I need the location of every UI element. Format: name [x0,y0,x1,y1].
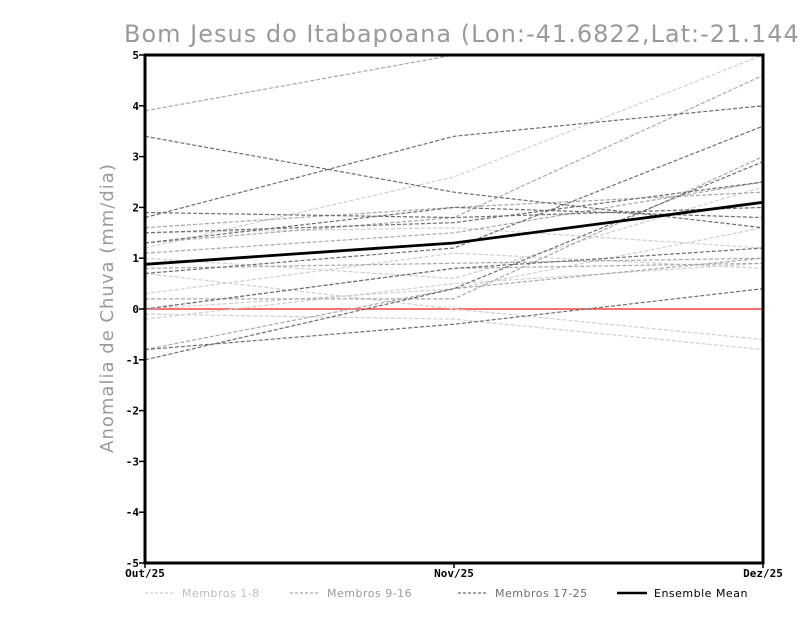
y-tick-label: -1 [126,354,140,367]
series-line-group3-member4 [145,161,763,361]
legend-label: Membros 17-25 [495,587,588,600]
ensemble-mean-polyline [144,200,764,266]
x-tick-label: Dez/25 [743,567,783,580]
series-line-group2-member8 [145,181,763,254]
series-line-group1-member1 [145,55,763,249]
y-tick-label: -5 [126,557,139,570]
y-axis-label: Anomalia de Chuva (mm/dia) [97,163,118,453]
series-line-group3-member7 [145,125,763,275]
series-line-group1-member3 [145,313,763,351]
legend-label: Membros 9-16 [327,587,412,600]
y-tick-label: -2 [126,405,139,418]
y-tick-label: 0 [132,303,139,316]
legend-label: Membros 1-8 [182,587,260,600]
chart-title: Bom Jesus do Itabapoana (Lon:-41.6822,La… [124,20,800,48]
series-line-group2-member7 [145,262,763,310]
series-line-group3-member6 [145,181,763,234]
legend-label: Ensemble Mean [654,587,748,600]
y-tick-label: 3 [132,151,139,164]
series-line-group3-member5 [145,288,763,351]
series-line-group3-member2 [145,105,763,219]
x-tick-label: Out/25 [125,567,165,580]
series-line-group3-member3 [145,206,763,219]
series-line-group1-member2 [145,252,763,295]
series-line-group3-member1 [145,135,763,229]
y-tick-label: 4 [132,100,139,113]
y-tick-label: -3 [126,455,139,468]
y-tick-label: 5 [132,49,139,62]
series-line-group1-member4 [145,227,763,249]
ensemble-mean-line [144,200,764,266]
x-axis-ticks: Out/25 Nov/25 Dez/25 [125,563,783,580]
series-line-group2-member3 [145,257,763,269]
y-tick-label: -4 [126,506,140,519]
series-line-group2-member2 [145,191,763,229]
y-tick-label: 2 [132,201,139,214]
series-line-group2-member4 [145,156,763,300]
series-line-group1-member8 [145,262,763,320]
legend: Membros 1-8 Membros 9-16 Membros 17-25 Ense… [145,587,748,600]
series-line-group1-member6 [145,272,763,341]
series-line-group3-member8 [145,247,763,310]
series-line-group2-member6 [145,74,763,244]
series-lines [145,55,763,361]
series-line-group2-member1 [145,55,763,112]
y-axis-ticks: -5 -4 -3 -2 -1 0 1 2 3 4 5 [126,49,145,570]
series-line-group3-member9 [145,206,763,244]
y-tick-label: 1 [132,252,139,265]
series-line-group2-member5 [145,257,763,351]
x-tick-label: Nov/25 [434,567,474,580]
